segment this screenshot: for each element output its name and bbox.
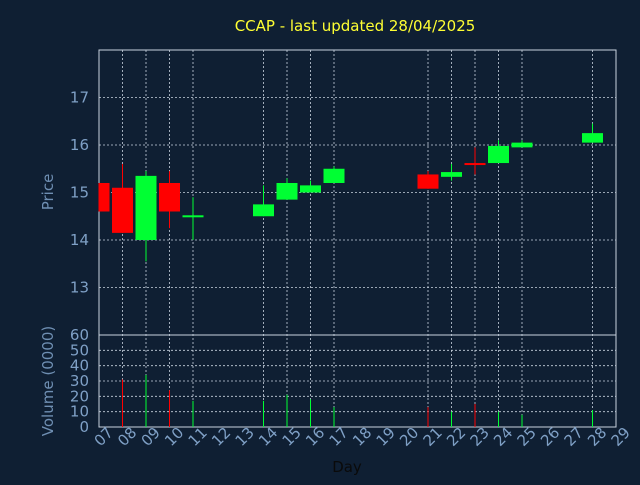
x-tick-label: 20 [396,424,422,450]
x-tick-label: 11 [185,424,211,450]
candle-body [112,187,133,233]
x-tick-label: 22 [443,424,469,450]
x-tick-label: 28 [584,424,610,450]
x-tick-label: 08 [114,424,140,450]
candle-body [99,183,110,212]
price-tick-label: 15 [70,184,89,202]
volume-panel-frame [98,334,617,428]
volume-tick-label: 20 [70,387,89,405]
x-tick-label: 14 [255,424,281,450]
price-axis-label: Price [39,174,57,211]
volume-axis-label: Volume (0000) [39,326,57,436]
x-tick-label: 25 [514,424,540,450]
price-tick-label: 14 [70,231,89,249]
price-tick-label: 17 [70,89,89,107]
candle-body [464,163,486,166]
candle-body [511,142,533,148]
x-tick-label: 16 [302,424,328,450]
x-tick-label: 09 [138,424,164,450]
x-tick-label: 24 [490,424,516,450]
volume-tick-label: 0 [79,418,89,436]
price-tick-label: 13 [70,279,89,297]
x-tick-label: 21 [420,424,446,450]
candle-body [417,174,439,189]
x-tick-label: 19 [373,424,399,450]
candle-body [182,215,204,218]
candle-body [159,183,180,212]
volume-tick-label: 50 [70,341,89,359]
x-tick-label: 17 [326,424,352,450]
candle-body [135,175,157,240]
candle-body [253,204,274,217]
candle-body [488,145,509,164]
candle-body [300,185,321,193]
x-tick-label: 07 [91,424,117,450]
volume-tick-label: 40 [70,357,89,375]
x-axis-label: Day [332,458,362,476]
x-tick-label: 10 [161,424,187,450]
chart-title: CCAP - last updated 28/04/2025 [235,17,476,35]
volume-tick-label: 10 [70,403,89,421]
x-tick-label: 18 [349,424,375,450]
candle-body [323,168,345,183]
x-tick-label: 13 [232,424,258,450]
candle-body [582,133,603,143]
candle-body [441,172,462,177]
x-tick-label: 29 [608,424,634,450]
x-tick-label: 23 [467,424,493,450]
x-tick-label: 15 [279,424,305,450]
x-tick-label: 12 [208,424,234,450]
volume-tick-label: 30 [70,372,89,390]
x-tick-label: 27 [561,424,587,450]
price-tick-label: 16 [70,136,89,154]
x-tick-label: 26 [537,424,563,450]
candle-body [276,183,298,200]
volume-tick-label: 60 [70,326,89,344]
